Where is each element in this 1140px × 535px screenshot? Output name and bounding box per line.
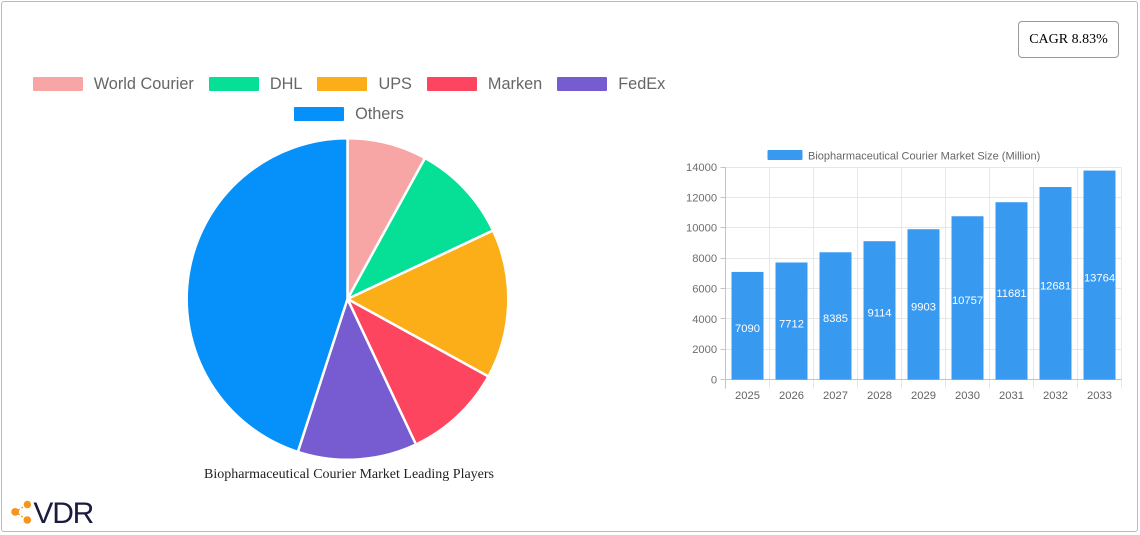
svg-text:4000: 4000 [692, 314, 717, 326]
svg-text:Biopharmaceutical Courier Mark: Biopharmaceutical Courier Market Size (M… [808, 151, 1040, 163]
svg-text:7712: 7712 [779, 318, 804, 330]
svg-text:9903: 9903 [911, 302, 936, 314]
svg-text:12681: 12681 [1040, 281, 1071, 293]
svg-text:2026: 2026 [779, 390, 804, 402]
svg-text:2025: 2025 [735, 390, 760, 402]
svg-text:10000: 10000 [686, 223, 717, 235]
svg-text:2029: 2029 [911, 390, 936, 402]
svg-text:7090: 7090 [735, 323, 760, 335]
svg-text:8000: 8000 [692, 253, 717, 265]
svg-text:12000: 12000 [686, 192, 717, 204]
svg-text:13764: 13764 [1084, 272, 1115, 284]
svg-text:11681: 11681 [996, 288, 1026, 300]
svg-text:2028: 2028 [867, 390, 892, 402]
svg-text:9114: 9114 [867, 308, 891, 320]
svg-text:2033: 2033 [1087, 390, 1112, 402]
svg-text:VDR: VDR [33, 497, 93, 530]
svg-text:2027: 2027 [823, 390, 848, 402]
svg-text:0: 0 [711, 375, 717, 387]
svg-text:2030: 2030 [955, 390, 980, 402]
svg-text:8385: 8385 [823, 313, 848, 325]
svg-text:14000: 14000 [686, 162, 717, 174]
svg-text:2000: 2000 [692, 344, 717, 356]
svg-text:10757: 10757 [952, 295, 983, 307]
svg-text:2032: 2032 [1043, 390, 1068, 402]
svg-text:6000: 6000 [692, 283, 717, 295]
svg-text:2031: 2031 [999, 390, 1024, 402]
